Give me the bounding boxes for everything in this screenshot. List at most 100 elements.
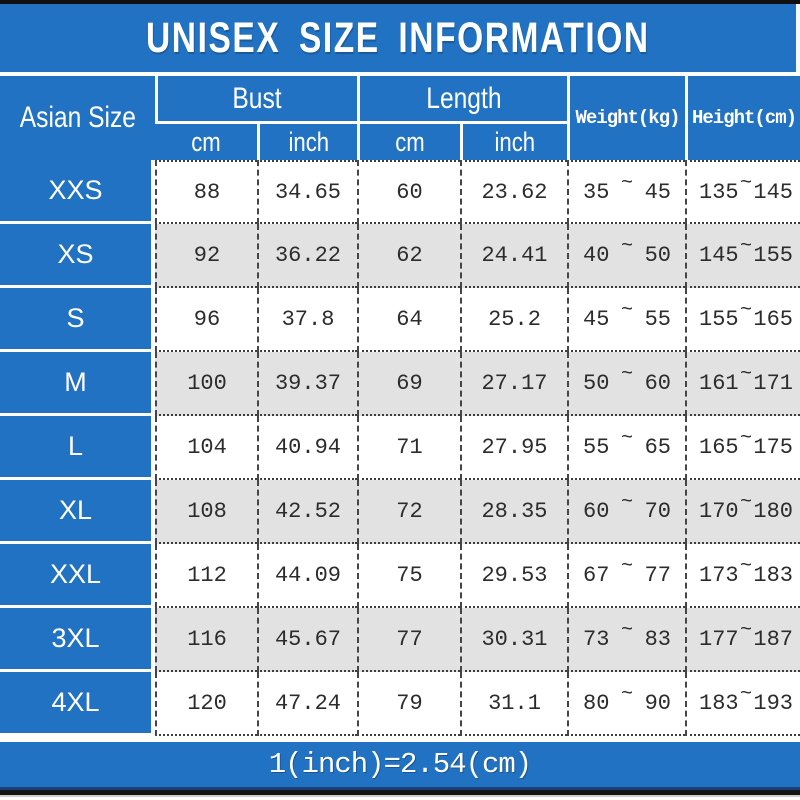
size-label: XS	[0, 224, 155, 288]
header-height: Height(cm)	[685, 76, 800, 160]
conversion-note: 1(inch)=2.54(cm)	[268, 748, 532, 781]
weight-range: 60 ~70	[567, 480, 685, 544]
length-cm-value: 72	[357, 480, 460, 544]
tilde: ~	[739, 554, 752, 578]
title-divider	[0, 72, 800, 76]
length-cm-value: 62	[357, 224, 460, 288]
table-row: M 100 39.37 69 27.17 50 ~60 161 ~171	[0, 352, 800, 416]
size-label: 3XL	[0, 608, 155, 672]
weight-range: 45 ~55	[567, 288, 685, 352]
height-range: 161 ~171	[685, 352, 800, 416]
length-inch-value: 23.62	[460, 160, 567, 224]
tilde: ~	[739, 362, 752, 386]
bust-inch-value: 42.52	[257, 480, 357, 544]
bottom-border-bar	[0, 790, 800, 797]
tilde: ~	[620, 426, 633, 450]
table-header: Asian Size Bust Length Weight(kg) Height…	[0, 76, 800, 160]
table-row: 4XL 120 47.24 79 31.1 80 ~90 183 ~193	[0, 672, 800, 736]
table-row: XXL 112 44.09 75 29.53 67 ~77 173 ~183	[0, 544, 800, 608]
tilde: ~	[739, 298, 752, 322]
table-row: XXS 88 34.65 60 23.62 35 ~45 135 ~145	[0, 160, 800, 224]
tilde: ~	[739, 234, 752, 258]
length-cm-value: 77	[357, 608, 460, 672]
weight-range: 80 ~90	[567, 672, 685, 736]
header-bust: Bust	[155, 76, 357, 121]
table-row: XL 108 42.52 72 28.35 60 ~70 170 ~180	[0, 480, 800, 544]
height-range: 177 ~187	[685, 608, 800, 672]
length-inch-value: 27.95	[460, 416, 567, 480]
bust-inch-value: 44.09	[257, 544, 357, 608]
bust-cm-value: 96	[155, 288, 257, 352]
bust-cm-value: 88	[155, 160, 257, 224]
weight-range: 40 ~50	[567, 224, 685, 288]
tilde: ~	[739, 426, 752, 450]
bust-cm-value: 108	[155, 480, 257, 544]
bust-cm-value: 104	[155, 416, 257, 480]
header-bust-inch: inch	[257, 121, 357, 160]
header-length-cm: cm	[357, 121, 460, 160]
weight-range: 55 ~65	[567, 416, 685, 480]
height-range: 145 ~155	[685, 224, 800, 288]
length-cm-value: 71	[357, 416, 460, 480]
size-label: S	[0, 288, 155, 352]
height-range: 155 ~165	[685, 288, 800, 352]
size-label: L	[0, 416, 155, 480]
bust-cm-value: 100	[155, 352, 257, 416]
bust-inch-value: 40.94	[257, 416, 357, 480]
length-inch-value: 25.2	[460, 288, 567, 352]
length-inch-value: 27.17	[460, 352, 567, 416]
header-asian-size: Asian Size	[0, 76, 155, 160]
length-cm-value: 79	[357, 672, 460, 736]
length-cm-value: 69	[357, 352, 460, 416]
tilde: ~	[739, 171, 752, 195]
tilde: ~	[620, 171, 633, 195]
tilde: ~	[620, 490, 633, 514]
weight-range: 50 ~60	[567, 352, 685, 416]
table-row: L 104 40.94 71 27.95 55 ~65 165 ~175	[0, 416, 800, 480]
length-inch-value: 24.41	[460, 224, 567, 288]
footer-gap	[0, 736, 800, 742]
title-band: UNISEX SIZE INFORMATION	[0, 4, 800, 72]
page-title: UNISEX SIZE INFORMATION	[146, 13, 650, 62]
header-bust-cm: cm	[155, 121, 257, 160]
tilde: ~	[739, 490, 752, 514]
table-body: XXS 88 34.65 60 23.62 35 ~45 135 ~145 XS 9…	[0, 160, 800, 736]
height-range: 135 ~145	[685, 160, 800, 224]
bust-inch-value: 39.37	[257, 352, 357, 416]
weight-range: 67 ~77	[567, 544, 685, 608]
length-cm-value: 60	[357, 160, 460, 224]
height-range: 173 ~183	[685, 544, 800, 608]
bust-inch-value: 37.8	[257, 288, 357, 352]
weight-range: 73 ~83	[567, 608, 685, 672]
bust-cm-value: 120	[155, 672, 257, 736]
footer-band: 1(inch)=2.54(cm)	[0, 742, 800, 790]
size-label: XXL	[0, 544, 155, 608]
length-inch-value: 31.1	[460, 672, 567, 736]
header-length-inch: inch	[460, 121, 567, 160]
height-range: 183 ~193	[685, 672, 800, 736]
tilde: ~	[620, 682, 633, 706]
bust-cm-value: 112	[155, 544, 257, 608]
tilde: ~	[620, 362, 633, 386]
size-label: M	[0, 352, 155, 416]
bust-inch-value: 47.24	[257, 672, 357, 736]
table-row: XS 92 36.22 62 24.41 40 ~50 145 ~155	[0, 224, 800, 288]
length-inch-value: 28.35	[460, 480, 567, 544]
bust-cm-value: 116	[155, 608, 257, 672]
size-label: 4XL	[0, 672, 155, 736]
height-range: 170 ~180	[685, 480, 800, 544]
bust-inch-value: 45.67	[257, 608, 357, 672]
tilde: ~	[739, 618, 752, 642]
length-cm-value: 64	[357, 288, 460, 352]
table-row: S 96 37.8 64 25.2 45 ~55 155 ~165	[0, 288, 800, 352]
length-inch-value: 29.53	[460, 544, 567, 608]
length-inch-value: 30.31	[460, 608, 567, 672]
weight-range: 35 ~45	[567, 160, 685, 224]
table-row: 3XL 116 45.67 77 30.31 73 ~83 177 ~187	[0, 608, 800, 672]
tilde: ~	[620, 234, 633, 258]
bust-inch-value: 36.22	[257, 224, 357, 288]
tilde: ~	[620, 618, 633, 642]
tilde: ~	[739, 682, 752, 706]
header-weight: Weight(kg)	[567, 76, 685, 160]
